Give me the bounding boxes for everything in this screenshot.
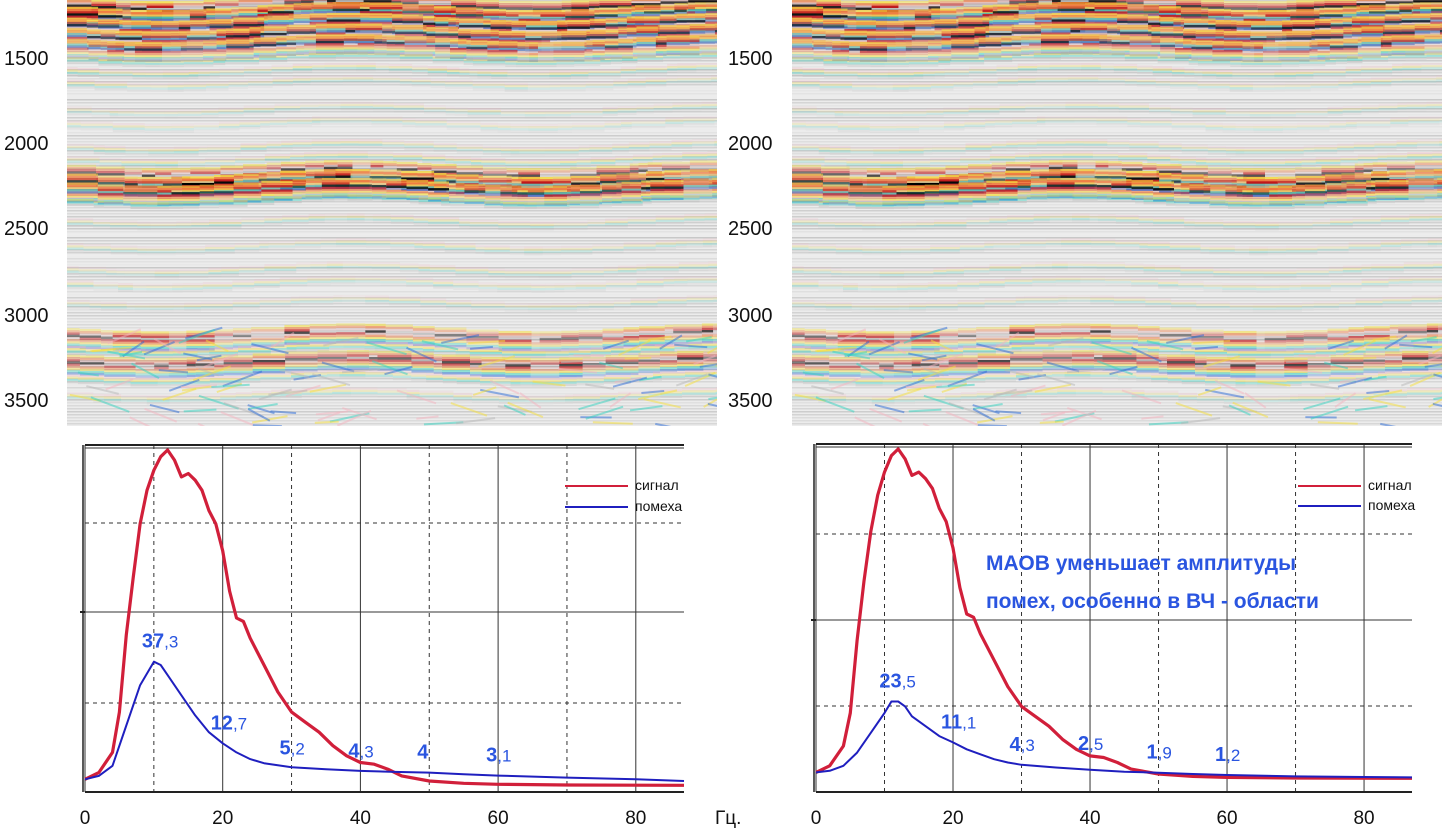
peak-value-decimal: ,3 (164, 633, 178, 652)
x-tick-label: 0 (80, 808, 91, 829)
x-tick-label: 60 (488, 808, 509, 829)
x-tick-label: 0 (811, 808, 822, 829)
time-tick: 3500 (4, 390, 49, 412)
signal-line (815, 447, 1413, 780)
peak-value-decimal: ,2 (1226, 746, 1240, 765)
x-tick-label: 40 (350, 808, 371, 829)
time-tick: 3500 (728, 390, 773, 412)
peak-value-label: 12,7 (211, 712, 247, 734)
annotation-line-1: МАОВ уменьшает амплитуды (986, 552, 1296, 575)
peak-value-integer: 37 (142, 631, 164, 653)
peak-value-integer: 4 (1010, 734, 1022, 756)
legend-label: сигнал (1368, 477, 1412, 493)
peak-value-integer: 4 (348, 741, 360, 763)
signal-line (84, 448, 685, 787)
peak-value-label: 5,2 (280, 738, 305, 760)
seismic-section-right (792, 0, 1442, 426)
x-axis-label: Гц. (715, 808, 741, 829)
seismic-section-left (67, 0, 717, 426)
peak-value-integer: 12 (211, 712, 233, 734)
peak-value-label: 1,2 (1215, 744, 1240, 766)
time-tick: 2000 (728, 133, 773, 155)
time-tick: 3000 (728, 305, 773, 327)
peak-value-integer: 23 (879, 670, 901, 692)
x-tick-label: 60 (1216, 808, 1237, 829)
peak-value-decimal: ,1 (962, 713, 976, 732)
peak-value-decimal: ,7 (233, 714, 247, 733)
peak-value-label: 1,9 (1147, 741, 1172, 763)
time-tick: 2500 (4, 218, 49, 240)
x-tick-label: 80 (625, 808, 646, 829)
legend-label: помеха (635, 498, 682, 514)
peak-value-decimal: ,1 (497, 747, 511, 766)
x-tick-label: 20 (212, 808, 233, 829)
peak-value-decimal: ,9 (1158, 743, 1172, 762)
peak-value-label: 4,3 (348, 741, 373, 763)
peak-value-decimal: ,3 (1021, 736, 1035, 755)
peak-value-label: 4 (417, 742, 429, 764)
legend-label: помеха (1368, 497, 1415, 513)
time-tick: 1500 (4, 48, 49, 70)
noise-line (84, 660, 685, 782)
peak-value-decimal: ,2 (291, 740, 305, 759)
peak-value-label: 4,3 (1010, 734, 1035, 756)
peak-value-decimal: ,3 (360, 743, 374, 762)
peak-value-label: 11,1 (941, 711, 976, 733)
x-tick-label: 20 (942, 808, 963, 829)
time-tick: 3000 (4, 305, 49, 327)
peak-value-decimal: ,5 (902, 672, 916, 691)
peak-value-integer: 5 (280, 738, 291, 760)
legend-label: сигнал (635, 477, 679, 493)
noise-line (815, 700, 1413, 779)
time-tick: 2000 (4, 133, 49, 155)
time-tick: 2500 (728, 218, 773, 240)
peak-value-label: 37,3 (142, 631, 178, 653)
seismic-image-right (792, 0, 1442, 426)
x-tick-label: 80 (1353, 808, 1374, 829)
peak-value-label: 2,5 (1078, 733, 1103, 755)
peak-value-integer: 3 (486, 745, 497, 767)
time-tick: 1500 (728, 48, 773, 70)
peak-value-integer: 1 (1147, 741, 1158, 763)
seismic-image-left (67, 0, 717, 426)
peak-value-label: 3,1 (486, 745, 511, 767)
peak-value-integer: 1 (1215, 744, 1226, 766)
peak-value-integer: 11 (941, 711, 962, 733)
peak-value-integer: 4 (417, 742, 429, 764)
peak-value-integer: 2 (1078, 733, 1089, 755)
peak-value-label: 23,5 (879, 670, 915, 692)
annotation-line-2: помех, особенно в ВЧ - области (986, 590, 1319, 613)
x-tick-label: 40 (1079, 808, 1100, 829)
peak-value-decimal: ,5 (1089, 735, 1103, 754)
